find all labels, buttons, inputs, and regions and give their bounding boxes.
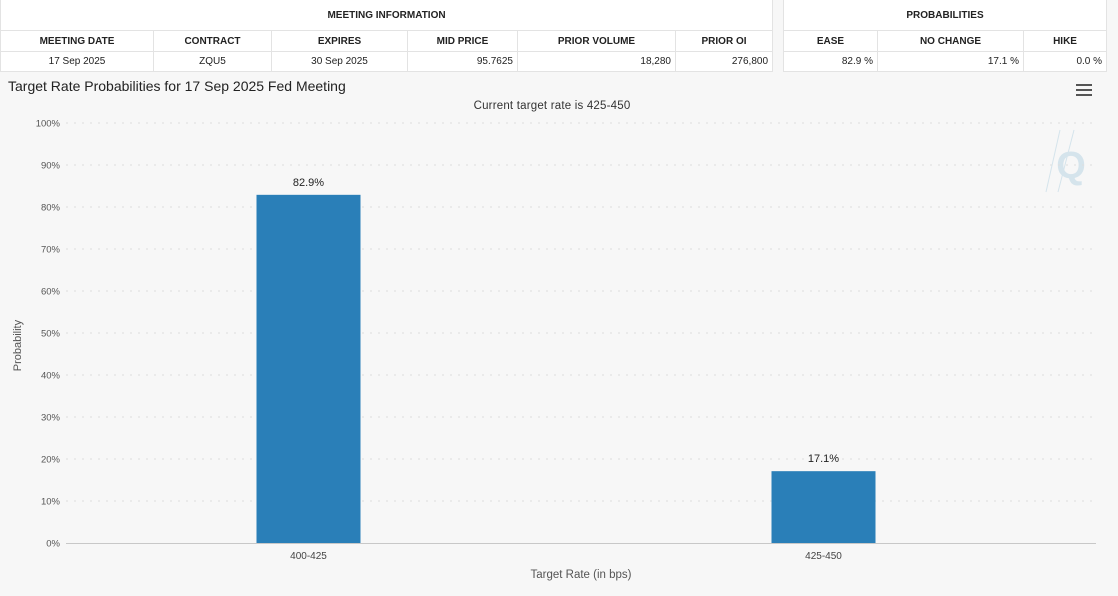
table-row: 17 Sep 2025 ZQU5 30 Sep 2025 95.7625 18,…	[0, 51, 774, 72]
meeting-information-table: MEETING INFORMATION MEETING DATE CONTRAC…	[0, 0, 774, 72]
y-axis-label: Probability	[12, 319, 24, 371]
bar	[771, 471, 876, 543]
col-no-change: NO CHANGE	[877, 30, 1024, 52]
meeting-date-value: 17 Sep 2025	[0, 51, 154, 72]
col-expires: EXPIRES	[271, 30, 408, 52]
y-tick-label: 20%	[41, 455, 61, 466]
prior-oi-value: 276,800	[674, 51, 774, 72]
y-tick-label: 70%	[41, 245, 61, 256]
hamburger-menu-icon[interactable]	[1074, 82, 1094, 98]
meeting-information-header: MEETING INFORMATION	[0, 0, 774, 31]
col-hike: HIKE	[1022, 30, 1108, 52]
data-label: 17.1%	[808, 453, 839, 465]
q-logo-watermark-icon: Q	[1045, 129, 1086, 193]
x-tick-label: 400-425	[290, 551, 327, 562]
y-tick-label: 80%	[41, 203, 61, 214]
y-tick-label: 30%	[41, 413, 61, 424]
chart-subtitle: Current target rate is 425-450	[473, 100, 631, 112]
contract-value: ZQU5	[153, 51, 272, 72]
prior-volume-value: 18,280	[517, 51, 676, 72]
col-ease: EASE	[783, 30, 878, 52]
probabilities-header: PROBABILITIES	[782, 0, 1108, 31]
y-tick-label: 60%	[41, 287, 61, 298]
expires-value: 30 Sep 2025	[271, 51, 408, 72]
probabilities-panel: PROBABILITIES EASE NO CHANGE HIKE 82.9 %…	[782, 0, 1108, 72]
no-change-value: 17.1 %	[877, 51, 1024, 72]
table-row: 82.9 % 17.1 % 0.0 %	[783, 51, 1108, 72]
y-tick-label: 90%	[41, 161, 61, 172]
y-tick-label: 10%	[41, 497, 61, 508]
ease-value: 82.9 %	[783, 51, 878, 72]
y-tick-label: 40%	[41, 371, 61, 382]
probability-bar-chart: Q 0% 10% 20% 30% 40% 50% 60% 70% 80% 90% 100% 82.9…	[12, 119, 1096, 581]
bar	[256, 194, 361, 543]
col-contract: CONTRACT	[153, 30, 272, 52]
col-prior-oi: PRIOR OI	[674, 30, 774, 52]
y-tick-label: 0%	[46, 539, 60, 550]
hike-value: 0.0 %	[1022, 51, 1108, 72]
col-mid-price: MID PRICE	[407, 30, 518, 52]
x-axis-label: Target Rate (in bps)	[531, 569, 632, 581]
x-tick-label: 425-450	[805, 551, 842, 562]
meeting-information-panel: MEETING INFORMATION MEETING DATE CONTRAC…	[0, 0, 774, 72]
y-tick-label: 50%	[41, 329, 61, 340]
y-tick-label: 100%	[36, 119, 61, 130]
mid-price-value: 95.7625	[407, 51, 518, 72]
col-prior-volume: PRIOR VOLUME	[517, 30, 676, 52]
chart-title: Target Rate Probabilities for 17 Sep 202…	[8, 78, 346, 94]
data-label: 82.9%	[293, 177, 324, 189]
col-meeting-date: MEETING DATE	[0, 30, 154, 52]
probabilities-table: PROBABILITIES EASE NO CHANGE HIKE 82.9 %…	[782, 0, 1108, 72]
